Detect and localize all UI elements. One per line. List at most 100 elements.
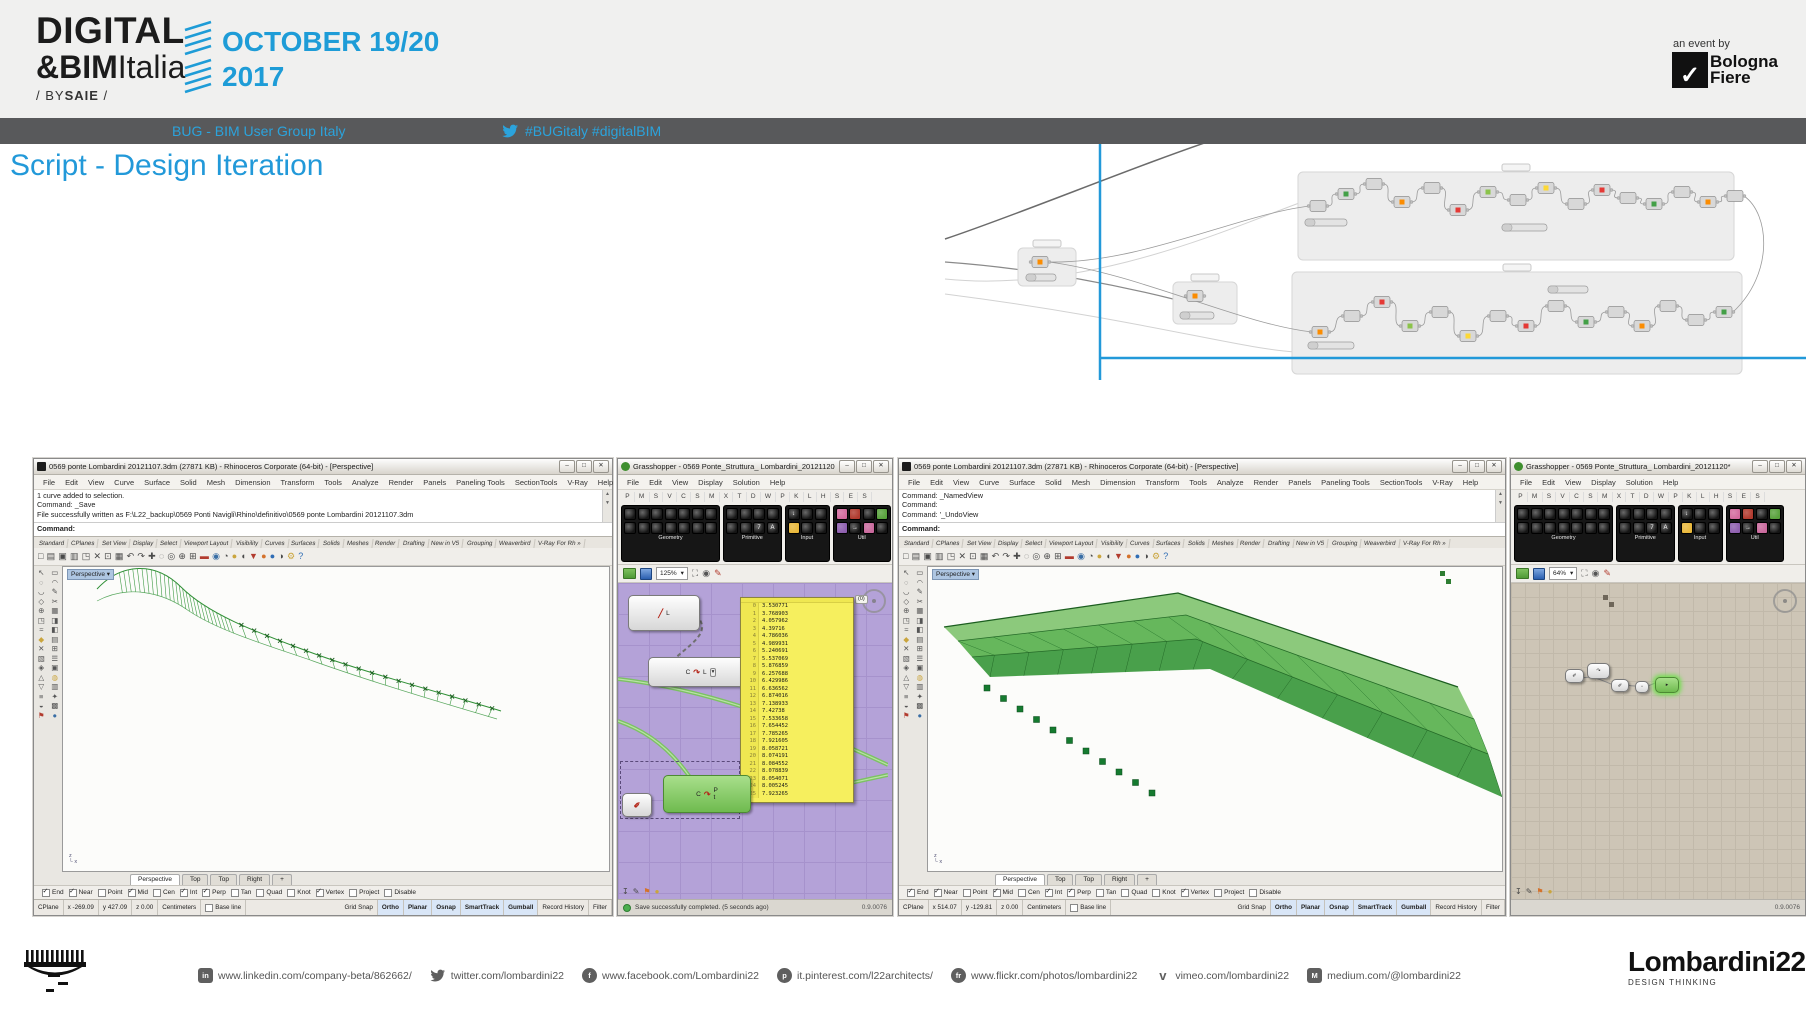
osnap-option[interactable]: Mid xyxy=(127,887,148,897)
sidebar-tool-icon[interactable]: ▽ xyxy=(903,682,910,691)
sidebar-tool-icon[interactable]: ◈ xyxy=(903,663,910,672)
toolbar-icon[interactable]: ● xyxy=(1134,551,1141,561)
menu-item[interactable]: View xyxy=(1565,477,1582,487)
component-icon[interactable] xyxy=(1742,508,1754,520)
menu-item[interactable]: V-Ray xyxy=(1432,477,1453,487)
component-icon[interactable] xyxy=(1544,521,1556,534)
osnap-checkbox[interactable] xyxy=(962,888,971,897)
osnap-option[interactable]: End xyxy=(907,887,929,897)
status-cell[interactable]: x 514.07 xyxy=(929,900,962,915)
toolbar-icon[interactable]: ▦ xyxy=(979,551,989,561)
component-icon[interactable] xyxy=(678,508,690,520)
osnap-checkbox[interactable] xyxy=(349,888,358,897)
osnap-option[interactable]: Project xyxy=(1214,888,1244,897)
menu-item[interactable]: Help xyxy=(1662,477,1679,487)
menu-item[interactable]: View xyxy=(672,477,689,487)
osnap-checkbox[interactable] xyxy=(42,887,50,897)
sidebar-tool-icon[interactable]: ≡ xyxy=(39,691,44,701)
component-icon[interactable] xyxy=(1584,508,1597,520)
component-icon[interactable] xyxy=(1598,508,1610,520)
toolbar-icon[interactable]: ◌ xyxy=(158,551,165,561)
menu-item[interactable]: Panels xyxy=(1288,477,1312,487)
component-icon[interactable] xyxy=(739,508,752,520)
viewport-tab[interactable]: Top xyxy=(210,874,237,885)
status-toggle[interactable]: Record History xyxy=(538,900,589,915)
sidebar-tool-icon[interactable]: ◳ xyxy=(37,615,45,625)
flag-icon[interactable]: ⚑ xyxy=(1536,887,1544,896)
component-icon[interactable]: → xyxy=(849,521,861,534)
sidebar-tool-icon[interactable]: ● xyxy=(917,710,923,720)
component-icon[interactable] xyxy=(705,521,717,534)
menu-item[interactable]: Paneling Tools xyxy=(456,477,505,487)
close-button[interactable]: ✕ xyxy=(1486,460,1502,473)
category-tab[interactable]: M xyxy=(1598,492,1613,502)
zoom-control[interactable]: 125% ▾ xyxy=(656,567,688,580)
toolbar-tab[interactable]: Solids xyxy=(319,539,345,548)
toolbar-icon[interactable]: ⊞ xyxy=(189,551,197,561)
maximize-button[interactable]: □ xyxy=(1469,460,1485,473)
toolbar-icon[interactable]: ▼ xyxy=(1113,551,1123,561)
download-icon[interactable]: ↧ xyxy=(1515,887,1522,896)
minimize-button[interactable]: – xyxy=(1752,460,1768,473)
toolbar-icon[interactable]: ✚ xyxy=(1013,551,1021,561)
status-toggle[interactable]: Gumball xyxy=(1397,900,1432,915)
component-icon[interactable] xyxy=(637,508,650,520)
layer-checkbox[interactable] xyxy=(1070,903,1079,912)
component-icon[interactable] xyxy=(1728,508,1741,520)
component-icon[interactable] xyxy=(637,521,650,534)
status-toggle[interactable]: Grid Snap xyxy=(340,900,378,915)
status-toggle[interactable]: SmartTrack xyxy=(1353,900,1398,915)
component-icon[interactable] xyxy=(1557,521,1570,534)
menu-item[interactable]: Dimension xyxy=(235,477,271,487)
status-toggle[interactable]: SmartTrack xyxy=(460,900,505,915)
osnap-option[interactable]: Disable xyxy=(1249,888,1281,897)
menu-item[interactable]: Edit xyxy=(65,477,79,487)
toolbar-icon[interactable]: □ xyxy=(38,551,44,561)
menu-item[interactable]: Panels xyxy=(423,477,447,487)
sidebar-tool-icon[interactable]: ✦ xyxy=(916,691,923,701)
zoom-dropdown-icon[interactable]: ▾ xyxy=(1570,570,1574,577)
download-icon[interactable]: ↧ xyxy=(622,887,629,896)
status-cell[interactable]: y -129.81 xyxy=(962,900,998,915)
component-icon[interactable] xyxy=(664,508,677,520)
dot-icon[interactable]: ● xyxy=(1547,887,1553,896)
component-icon[interactable] xyxy=(801,508,813,520)
menu-item[interactable]: Edit xyxy=(930,477,944,487)
sidebar-tool-icon[interactable]: ◳ xyxy=(902,615,910,625)
category-tab[interactable]: S xyxy=(831,492,845,502)
osnap-checkbox[interactable] xyxy=(152,888,161,897)
category-tab[interactable]: H xyxy=(817,492,831,502)
sidebar-tool-icon[interactable]: ▥ xyxy=(51,682,59,691)
viewport-tab[interactable]: Perspective xyxy=(130,874,180,885)
osnap-checkbox[interactable] xyxy=(230,888,239,897)
menu-item[interactable]: Curve xyxy=(979,477,1000,487)
category-tab[interactable]: V xyxy=(663,492,677,502)
component-icon[interactable] xyxy=(1728,521,1741,534)
toolbar-icon[interactable]: ⊡ xyxy=(969,551,977,561)
toolbar-icon[interactable]: ⚙ xyxy=(286,551,296,561)
menu-item[interactable]: SectionTools xyxy=(1379,477,1423,487)
gh-component-curve-length[interactable]: C ↷ L ▾ xyxy=(648,657,754,687)
component-icon[interactable] xyxy=(1517,508,1529,520)
menu-item[interactable]: Solution xyxy=(1625,477,1653,487)
component-icon[interactable] xyxy=(1557,508,1570,520)
category-tab[interactable]: P xyxy=(776,492,790,502)
gh-component-small[interactable]: ✐ xyxy=(622,793,652,817)
toolbar-icon[interactable]: ◎ xyxy=(167,551,176,561)
status-toggle[interactable]: Planar xyxy=(1296,900,1326,915)
title-bar[interactable]: Grasshopper - 0569 Ponte_Struttura_ Lomb… xyxy=(618,459,892,475)
preview-eye-icon[interactable]: ◉ xyxy=(702,568,711,578)
component-icon[interactable] xyxy=(726,508,738,520)
menu-item[interactable]: Help xyxy=(769,477,786,487)
sidebar-tool-icon[interactable]: ◌ xyxy=(39,577,44,587)
sidebar-tool-icon[interactable]: ▣ xyxy=(916,663,924,672)
minimize-button[interactable]: – xyxy=(1452,460,1468,473)
component-icon[interactable] xyxy=(1769,521,1781,534)
toolbar-icon[interactable]: ⊕ xyxy=(178,551,186,561)
osnap-checkbox[interactable] xyxy=(1152,888,1161,897)
menu-item[interactable]: Tools xyxy=(1189,477,1207,487)
component-icon[interactable] xyxy=(1707,508,1720,520)
menu-item[interactable]: Transform xyxy=(280,477,315,487)
osnap-option[interactable]: Perp xyxy=(1067,887,1091,897)
toolbar-tab[interactable]: Meshes xyxy=(343,539,374,548)
